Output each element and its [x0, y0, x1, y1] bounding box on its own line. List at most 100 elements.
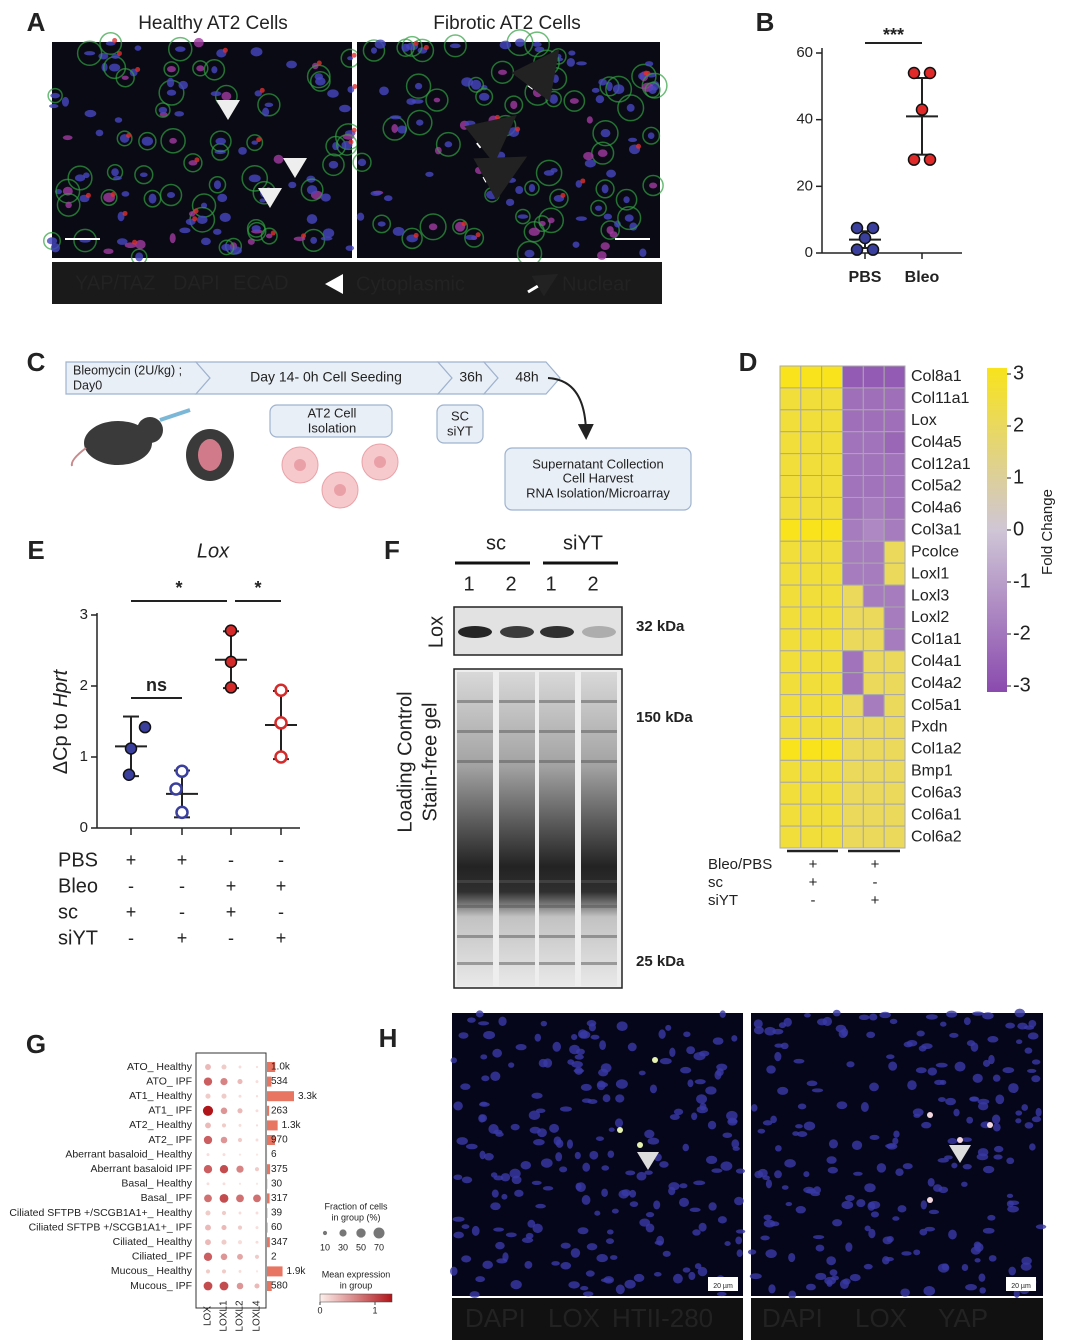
dot — [206, 1153, 210, 1157]
colorbar-label: 1 — [1013, 466, 1024, 488]
condition-label: Bleo — [58, 875, 98, 897]
heatmap-cell — [883, 803, 906, 827]
nucleus — [858, 1014, 870, 1021]
heatmap-cell — [842, 759, 864, 783]
dot — [254, 1254, 260, 1259]
nucleus — [517, 214, 529, 219]
nucleus — [669, 1047, 676, 1058]
condition-label: Bleo/PBS — [708, 856, 772, 873]
nucleus — [788, 1290, 797, 1300]
panel-label: D — [739, 347, 758, 377]
data-point — [224, 655, 238, 669]
nucleus — [581, 1195, 591, 1205]
nucleus — [555, 1152, 563, 1162]
yap-signal — [507, 120, 513, 126]
box-text: AT2 Cell — [308, 405, 357, 420]
count-bar — [267, 1062, 276, 1072]
nucleus — [374, 39, 386, 49]
lane-label: 2 — [505, 573, 516, 595]
nucleus — [108, 63, 121, 72]
yap-signal — [461, 221, 467, 227]
cell-membrane — [410, 38, 435, 63]
data-point — [915, 103, 929, 116]
blot-band — [540, 626, 574, 638]
row-label: AT1_ Healthy — [129, 1090, 193, 1102]
nucleus — [938, 1097, 946, 1103]
nucleus — [682, 1267, 691, 1273]
nucleus — [696, 1094, 708, 1104]
nucleus — [475, 1276, 486, 1283]
gene-label: Pcolce — [911, 543, 959, 560]
condition-sign: + — [809, 874, 818, 891]
nucleus — [495, 1241, 505, 1250]
panel-label: B — [756, 7, 775, 37]
dot — [255, 1138, 259, 1142]
nucleus — [712, 1037, 724, 1045]
nucleus — [775, 1145, 782, 1152]
heatmap-cell — [862, 716, 885, 739]
legend-tick: 50 — [356, 1242, 366, 1252]
heatmap-cell — [821, 694, 844, 718]
nucleus — [510, 1123, 520, 1131]
nucleus — [502, 1252, 509, 1262]
condition-sign: + — [226, 876, 237, 896]
nucleus — [370, 190, 382, 196]
heatmap-cell — [779, 518, 802, 542]
nucleus — [687, 1079, 694, 1088]
gene-label: Col4a6 — [911, 500, 962, 517]
cell-membrane — [475, 87, 494, 106]
flow-arrow — [547, 377, 594, 440]
nucleus — [524, 1260, 533, 1269]
nucleus — [757, 1128, 766, 1134]
legend-title: in group — [340, 1280, 373, 1290]
dot — [221, 1093, 227, 1099]
nucleus — [531, 1180, 542, 1185]
heatmap-cell — [821, 453, 844, 477]
yap-signal — [494, 114, 500, 120]
nucleus — [869, 1082, 879, 1092]
nucleus — [528, 227, 540, 236]
heatmap-cell — [883, 628, 906, 652]
nucleus — [475, 1010, 484, 1018]
heatmap-cell — [862, 606, 885, 630]
nucleus — [606, 1229, 614, 1235]
nucleus — [659, 1161, 669, 1168]
column-label: LOX — [203, 1306, 214, 1326]
nucleus — [188, 211, 196, 217]
legend-text: LOX — [548, 1303, 600, 1333]
nucleus — [508, 1062, 515, 1068]
nucleus — [816, 1018, 828, 1026]
data-point — [858, 231, 872, 245]
nucleus — [480, 1054, 488, 1060]
nucleus — [810, 1191, 821, 1197]
heatmap-cell — [862, 387, 885, 411]
cell-membrane — [362, 39, 386, 62]
condition-sign: + — [809, 856, 818, 873]
dot — [221, 1123, 227, 1128]
nucleus — [806, 1283, 816, 1291]
heatmap-cell — [821, 737, 844, 761]
nucleus — [849, 1273, 861, 1282]
heatmap-cell — [821, 496, 844, 520]
cell-membrane — [246, 134, 264, 152]
cell-membrane — [167, 36, 193, 62]
heatmap-cell — [821, 825, 844, 849]
gel-lane — [499, 672, 535, 986]
nucleus — [535, 1203, 546, 1209]
nucleus — [1029, 1143, 1036, 1151]
cell-membrane — [160, 128, 186, 154]
heatmap-cell — [883, 584, 906, 608]
nucleus — [973, 1241, 982, 1249]
heatmap-cell — [862, 803, 885, 827]
nucleus — [603, 1276, 615, 1284]
nucleus — [477, 1021, 490, 1026]
dot — [203, 1281, 213, 1291]
size-key — [356, 1228, 366, 1238]
nucleus — [966, 1040, 976, 1047]
nucleus — [389, 115, 402, 120]
yap-signal — [193, 208, 199, 214]
color-key — [319, 1293, 393, 1303]
nucleus — [114, 117, 123, 123]
nucleus — [356, 212, 365, 221]
nucleus — [951, 1162, 958, 1169]
